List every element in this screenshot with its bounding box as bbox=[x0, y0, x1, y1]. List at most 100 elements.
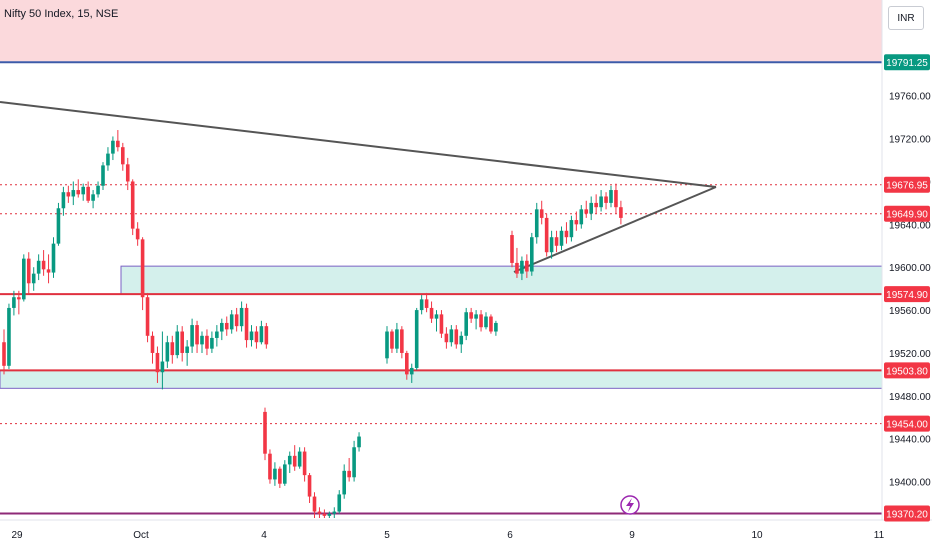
candle bbox=[106, 147, 110, 171]
candle-body bbox=[278, 468, 282, 484]
candle-body bbox=[2, 342, 6, 366]
candle-body bbox=[317, 511, 322, 514]
candle bbox=[619, 200, 623, 225]
candle bbox=[520, 256, 524, 281]
candle bbox=[510, 230, 514, 268]
candle-body bbox=[229, 314, 234, 330]
candle bbox=[530, 232, 534, 276]
price-badge-label: 19676.95 bbox=[886, 181, 928, 192]
candle-body bbox=[479, 314, 483, 328]
candle bbox=[7, 303, 11, 370]
price-badge-label: 19649.90 bbox=[886, 210, 928, 221]
lightning-icon[interactable] bbox=[620, 495, 640, 515]
price-badge-bg bbox=[884, 205, 930, 222]
candle bbox=[297, 447, 302, 469]
candle-body bbox=[234, 314, 239, 327]
candle-body bbox=[12, 297, 16, 308]
candle-body bbox=[515, 262, 519, 274]
candle-body bbox=[494, 322, 498, 332]
candle bbox=[390, 329, 394, 353]
candle bbox=[150, 331, 155, 364]
x-tick-label: 10 bbox=[751, 530, 763, 541]
candle bbox=[317, 507, 322, 518]
price-badge-label: 19503.80 bbox=[886, 366, 928, 377]
candle-body bbox=[429, 307, 434, 319]
candle-body bbox=[530, 237, 534, 272]
candle bbox=[395, 322, 399, 353]
candle bbox=[292, 445, 297, 471]
y-tick-label: 19480.00 bbox=[889, 392, 931, 403]
candle-body bbox=[160, 361, 165, 373]
candle-body bbox=[254, 331, 259, 343]
candle-body bbox=[22, 258, 26, 300]
candle-body bbox=[263, 411, 267, 454]
candle-body bbox=[76, 190, 81, 195]
price-badge-label: 19370.20 bbox=[886, 509, 928, 520]
zone-0 bbox=[120, 265, 883, 295]
candle bbox=[200, 331, 204, 353]
candle-body bbox=[569, 220, 574, 238]
candle bbox=[26, 252, 31, 295]
top-band bbox=[0, 0, 882, 62]
candle bbox=[101, 162, 105, 191]
candle-body bbox=[205, 335, 209, 349]
candle-body bbox=[604, 196, 608, 203]
candle-body bbox=[609, 190, 613, 203]
candle bbox=[111, 136, 115, 161]
y-tick-label: 19400.00 bbox=[889, 478, 931, 489]
price-badge-bg bbox=[884, 505, 930, 522]
candle bbox=[220, 318, 224, 341]
candle-body bbox=[449, 329, 454, 343]
candle-body bbox=[91, 194, 95, 201]
candle bbox=[449, 325, 454, 347]
candle-body bbox=[337, 494, 342, 512]
currency-button[interactable]: INR bbox=[888, 6, 924, 30]
candle bbox=[287, 451, 292, 473]
x-tick-label: 11 bbox=[874, 530, 885, 541]
candle-body bbox=[614, 190, 618, 208]
candle bbox=[454, 325, 459, 349]
candle bbox=[36, 254, 41, 281]
candle-body bbox=[96, 185, 100, 195]
x-tick-label: 6 bbox=[507, 530, 513, 541]
lower-trendline bbox=[513, 186, 717, 273]
candle bbox=[273, 462, 277, 486]
candle-body bbox=[347, 470, 351, 478]
candle bbox=[224, 316, 229, 336]
candle-body bbox=[534, 209, 539, 238]
candle-body bbox=[239, 307, 244, 327]
candle-body bbox=[589, 202, 593, 214]
candle bbox=[145, 292, 150, 343]
candle bbox=[185, 340, 189, 366]
candle bbox=[352, 440, 356, 482]
candle bbox=[409, 363, 414, 383]
candle-body bbox=[390, 331, 394, 349]
candle-body bbox=[61, 192, 66, 209]
candle-body bbox=[322, 513, 327, 516]
price-badge-bg bbox=[884, 54, 930, 71]
candle bbox=[434, 310, 439, 332]
candle bbox=[385, 326, 389, 364]
candle-body bbox=[559, 230, 564, 246]
price-badge-bg bbox=[884, 286, 930, 303]
candle bbox=[165, 335, 170, 368]
y-tick-label: 19520.00 bbox=[889, 349, 931, 360]
candle-body bbox=[292, 455, 297, 467]
x-tick-label: 29 bbox=[11, 530, 23, 541]
candle-body bbox=[414, 310, 419, 368]
candle bbox=[116, 130, 120, 152]
candle bbox=[444, 327, 449, 349]
candle bbox=[180, 326, 184, 362]
candle bbox=[589, 196, 593, 221]
x-tick-label: 9 bbox=[629, 530, 635, 541]
candle-body bbox=[574, 220, 579, 225]
candle-body bbox=[140, 239, 145, 298]
candle bbox=[239, 301, 244, 332]
candle-body bbox=[357, 436, 361, 448]
candle bbox=[91, 190, 95, 209]
candle-body bbox=[619, 207, 623, 218]
candle-body bbox=[520, 260, 524, 274]
candle-body bbox=[130, 181, 135, 229]
candle-body bbox=[71, 190, 76, 197]
